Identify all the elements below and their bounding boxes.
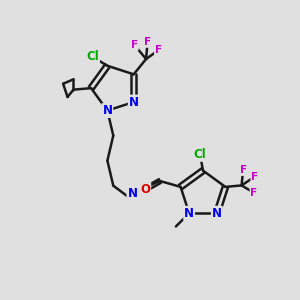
Text: F: F xyxy=(131,40,138,50)
Text: N: N xyxy=(102,104,112,117)
Text: F: F xyxy=(251,172,258,182)
Text: N: N xyxy=(184,207,194,220)
Text: Cl: Cl xyxy=(194,148,206,161)
Text: Cl: Cl xyxy=(86,50,99,63)
Text: O: O xyxy=(140,183,150,196)
Text: F: F xyxy=(250,188,257,198)
Text: F: F xyxy=(155,45,162,55)
Text: N: N xyxy=(129,95,139,109)
Text: N: N xyxy=(128,187,137,200)
Text: F: F xyxy=(144,37,151,47)
Text: F: F xyxy=(239,165,247,175)
Text: H: H xyxy=(139,188,146,197)
Text: N: N xyxy=(212,207,222,220)
